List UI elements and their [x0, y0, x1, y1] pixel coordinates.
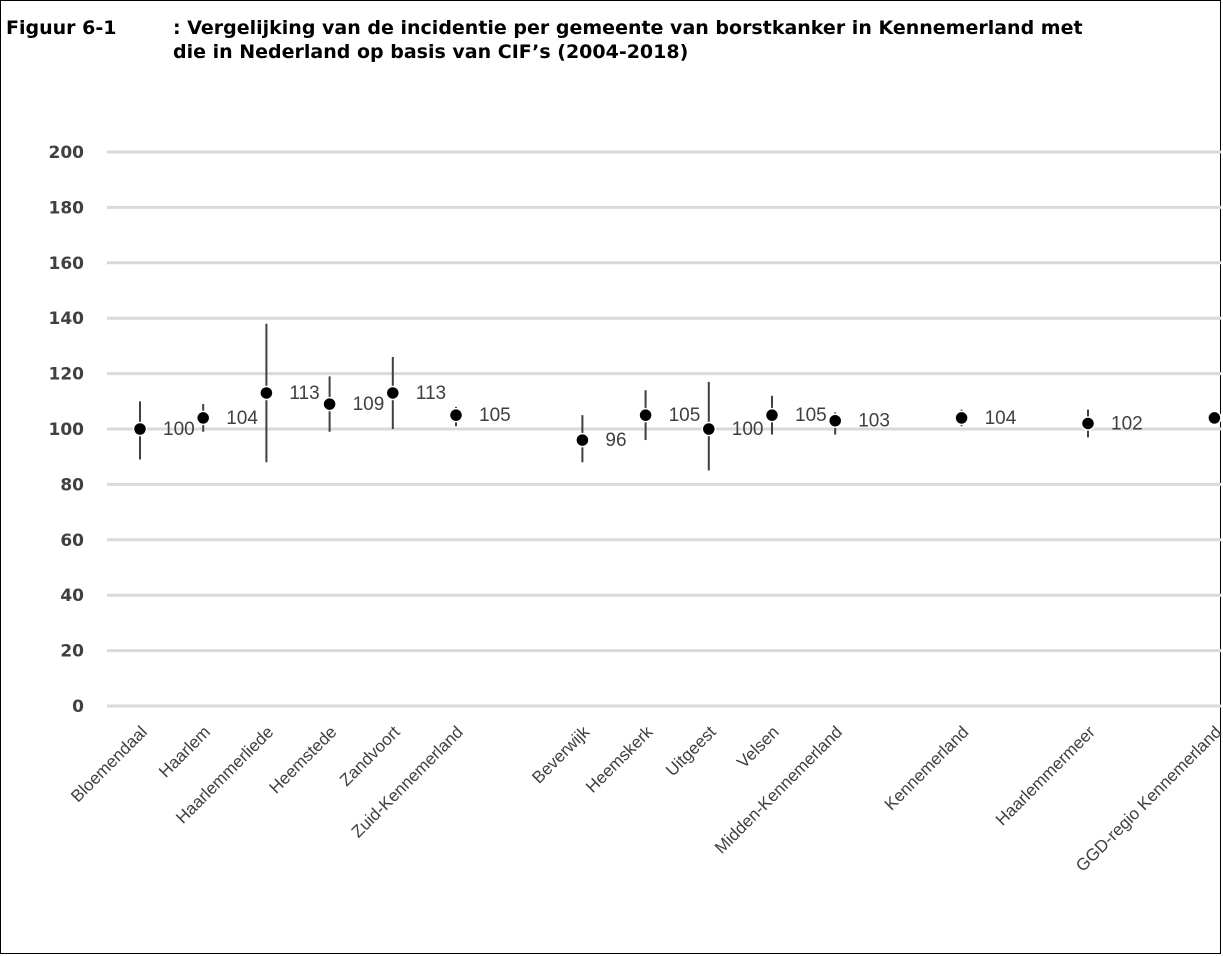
y-tick-label-20: 20	[60, 642, 84, 662]
y-tick-label-80: 80	[60, 475, 84, 495]
y-tick-label-100: 100	[49, 420, 85, 440]
data-point-3	[322, 396, 337, 412]
data-point-7	[575, 432, 590, 448]
data-label-8: 105	[669, 405, 701, 426]
data-point-11	[827, 413, 843, 428]
x-tick-label-13: Kennemerland	[881, 722, 973, 814]
data-label-13: 104	[985, 408, 1017, 429]
x-tick-label-7: Beverwijk	[528, 722, 593, 787]
data-label-0: 100	[163, 419, 195, 440]
x-tick-label-3: Heemstede	[266, 722, 341, 797]
data-point-0	[132, 421, 148, 437]
x-tick-label-8: Heemskerk	[582, 722, 657, 797]
x-tick-label-9: Uitgeest	[662, 722, 720, 780]
data-label-15: 102	[1111, 413, 1143, 434]
data-label-2: 113	[289, 383, 319, 404]
data-point-15	[1080, 416, 1096, 431]
data-label-3: 109	[353, 394, 385, 415]
figure-title-line2: die in Nederland op basis van CIF’s (200…	[173, 41, 689, 63]
data-label-1: 104	[226, 408, 258, 429]
figure-label: Figuur 6-1	[6, 17, 117, 39]
y-tick-label-160: 160	[49, 254, 85, 274]
x-tick-label-0: Bloemendaal	[67, 722, 151, 806]
data-point-9	[701, 421, 717, 437]
x-tick-label-1: Haarlem	[155, 722, 214, 781]
data-point-8	[638, 407, 653, 423]
data-label-4: 113	[416, 383, 446, 404]
x-tick-label-15: Haarlemmermeer	[992, 722, 1099, 829]
data-point-13	[954, 410, 969, 426]
x-tick-label-5: Zuid-Kennemerland	[348, 722, 467, 841]
y-tick-label-200: 200	[49, 143, 85, 163]
data-point-1	[195, 410, 211, 426]
y-tick-label-60: 60	[60, 531, 84, 551]
data-label-5: 105	[479, 405, 511, 426]
y-tick-label-140: 140	[49, 309, 85, 329]
y-tick-label-120: 120	[49, 365, 85, 385]
data-label-11: 103	[858, 411, 890, 432]
data-point-5	[448, 407, 464, 423]
x-tick-label-4: Zandvoort	[336, 722, 404, 790]
data-point-2	[259, 385, 274, 401]
data-label-10: 105	[795, 405, 827, 426]
data-label-9: 100	[732, 419, 764, 440]
figure-title-line1: : Vergelijking van de incidentie per gem…	[173, 17, 1083, 39]
data-label-7: 96	[605, 430, 626, 451]
x-tick-label-17: GGD-regio Kennemerland	[1072, 722, 1223, 875]
x-tick-label-10: Velsen	[733, 722, 783, 772]
data-point-10	[764, 407, 780, 423]
y-tick-label-0: 0	[72, 697, 84, 717]
data-point-17	[1207, 410, 1222, 426]
x-tick-label-11: Midden-Kennemerland	[711, 722, 846, 857]
figure-title: Figuur 6-1 : Vergelijking van de incident…	[6, 16, 1083, 64]
y-tick-label-40: 40	[60, 586, 84, 606]
y-tick-label-180: 180	[49, 198, 85, 218]
data-point-4	[385, 385, 401, 401]
